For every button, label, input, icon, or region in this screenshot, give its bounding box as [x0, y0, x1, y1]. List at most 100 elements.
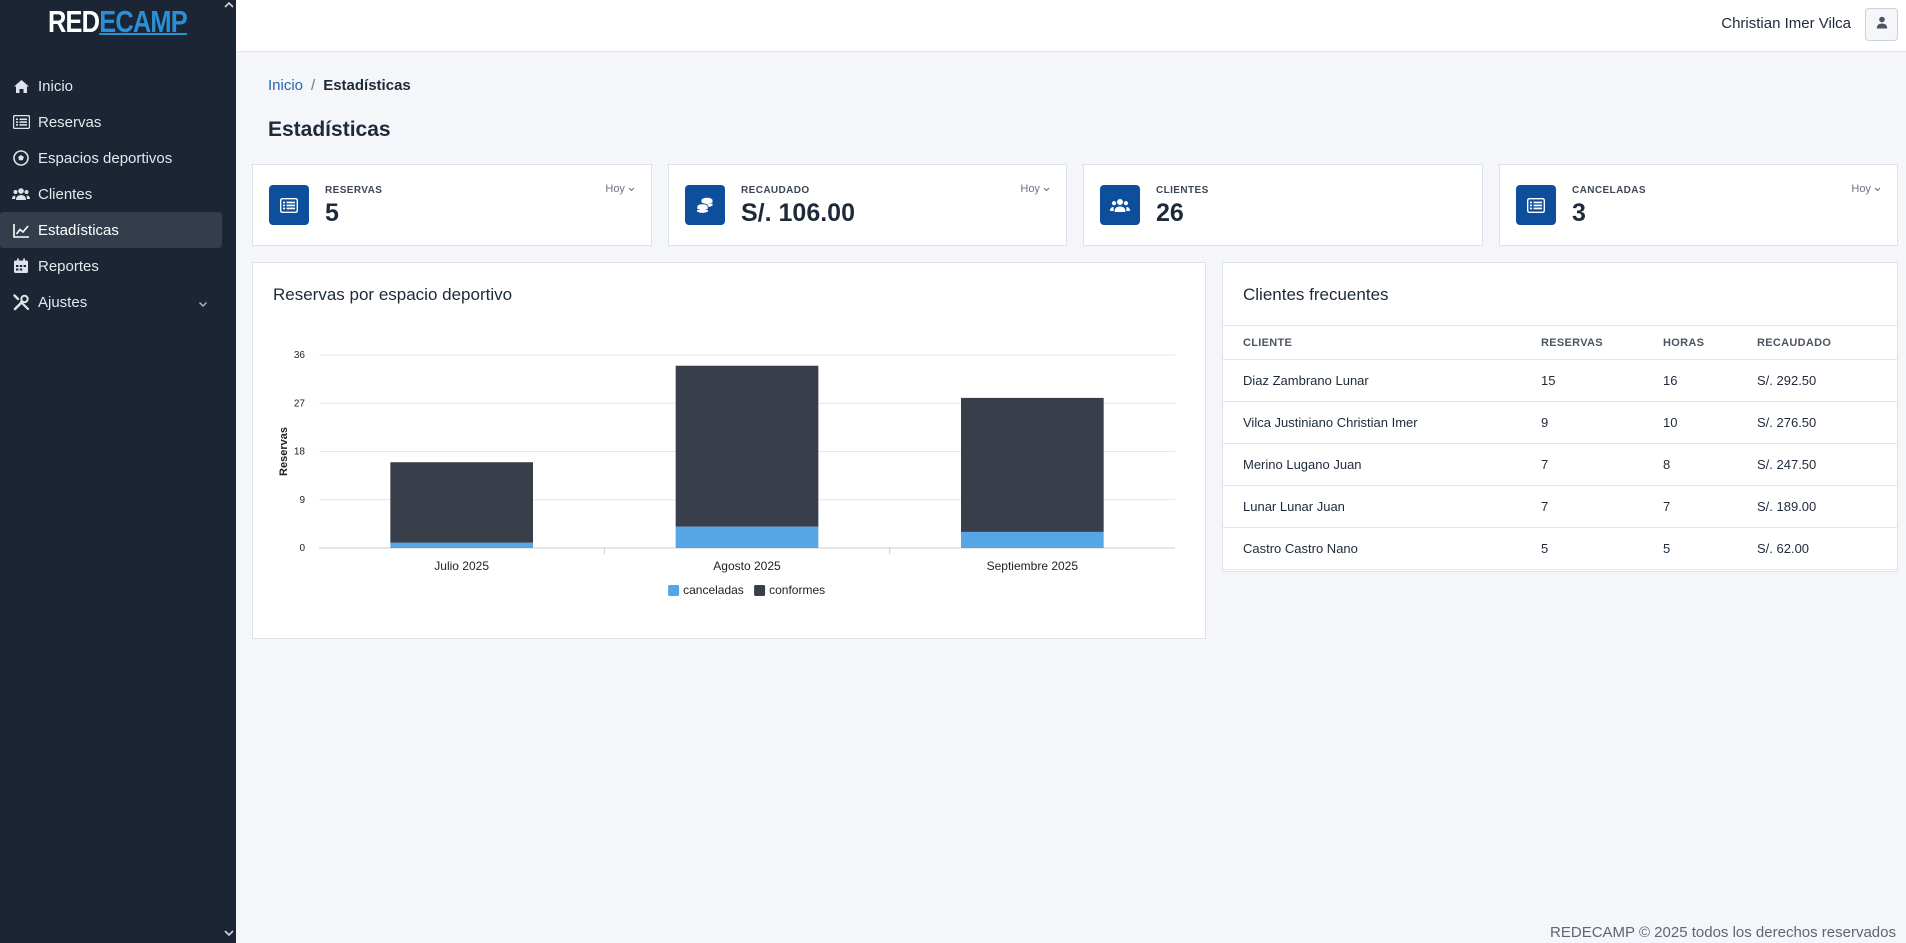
chart-panel-title: Reservas por espacio deportivo	[273, 285, 513, 304]
cell-reservas: 7	[1541, 485, 1663, 528]
stat-label: RECAUDADO	[741, 185, 810, 196]
cell-horas: 16	[1663, 359, 1757, 402]
stat-label: CANCELADAS	[1572, 185, 1646, 196]
stat-value: 26	[1156, 199, 1184, 227]
table-row[interactable]: Castro Castro Nano 5 5 S/. 62.00	[1223, 527, 1897, 570]
cell-cliente: Vilca Justiniano Christian Imer	[1223, 401, 1541, 444]
period-filter-dropdown[interactable]: Hoy	[605, 183, 635, 195]
table-row[interactable]: Merino Lugano Juan 7 8 S/. 247.50	[1223, 443, 1897, 486]
users-icon	[12, 185, 30, 203]
stat-label: RESERVAS	[325, 185, 383, 196]
period-filter-dropdown[interactable]: Hoy	[1020, 183, 1050, 195]
stat-label: CLIENTES	[1156, 185, 1209, 196]
cell-recaudado: S/. 189.00	[1757, 485, 1897, 528]
users-icon	[1100, 185, 1140, 225]
page-title: Estadísticas	[268, 118, 391, 141]
breadcrumb-separator: /	[311, 77, 316, 94]
legend-label-conformes: conformes	[769, 583, 825, 597]
footer-text: REDECAMP © 2025 todos los derechos reser…	[1550, 924, 1896, 941]
bar-canceladas	[961, 531, 1104, 548]
logo-part1: RED	[48, 4, 100, 39]
cell-recaudado: S/. 62.00	[1757, 527, 1897, 570]
x-tick-label: Septiembre 2025	[987, 559, 1079, 573]
legend-swatch-conformes	[754, 585, 766, 596]
sidebar-scroll-up-icon[interactable]	[224, 0, 234, 10]
chart-panel: Reservas por espacio deportivo 0 9 18 27 36 R…	[252, 262, 1206, 639]
cell-cliente: Castro Castro Nano	[1223, 527, 1541, 570]
calendar-icon	[12, 257, 30, 275]
cell-horas: 5	[1663, 527, 1757, 570]
stat-value: S/. 106.00	[741, 199, 855, 227]
sidebar: REDECAMP Inicio Reservas Espacios deport…	[0, 0, 236, 943]
y-axis-label: Reservas	[278, 427, 290, 476]
sidebar-nav: Inicio Reservas Espacios deportivos Clie…	[0, 68, 236, 320]
tools-icon	[12, 293, 30, 311]
cell-cliente: Merino Lugano Juan	[1223, 443, 1541, 486]
sidebar-item-reservas[interactable]: Reservas	[0, 104, 222, 140]
cell-horas: 10	[1663, 401, 1757, 444]
sidebar-item-label: Espacios deportivos	[38, 149, 173, 167]
sidebar-item-ajustes[interactable]: Ajustes	[0, 284, 222, 320]
column-header[interactable]: HORAS	[1663, 325, 1757, 360]
logo-part2: ECAMP	[99, 4, 188, 39]
list-icon	[1516, 185, 1556, 225]
cell-reservas: 7	[1541, 443, 1663, 486]
user-menu-button[interactable]	[1865, 8, 1898, 41]
table-row[interactable]: Lunar Lunar Juan 7 7 S/. 189.00	[1223, 485, 1897, 528]
sidebar-item-clientes[interactable]: Clientes	[0, 176, 222, 212]
cell-cliente: Diaz Zambrano Lunar	[1223, 359, 1541, 402]
sidebar-item-label: Inicio	[38, 77, 74, 95]
clients-panel: Clientes frecuentes CLIENTE RESERVAS HOR…	[1222, 262, 1898, 572]
bar-conformes	[961, 397, 1104, 532]
chevron-down-icon	[1043, 187, 1050, 192]
table-header-row: CLIENTE RESERVAS HORAS RECAUDADO	[1223, 325, 1897, 360]
cell-horas: 8	[1663, 443, 1757, 486]
chevron-down-icon	[628, 187, 635, 192]
clients-panel-title: Clientes frecuentes	[1243, 285, 1389, 304]
column-header[interactable]: RECAUDADO	[1757, 325, 1897, 360]
x-tick-label: Julio 2025	[434, 559, 489, 573]
y-tick-label: 9	[299, 495, 305, 506]
breadcrumb-home-link[interactable]: Inicio	[268, 77, 304, 94]
sidebar-item-estadisticas[interactable]: Estadísticas	[0, 212, 222, 248]
cell-recaudado: S/. 276.50	[1757, 401, 1897, 444]
cell-reservas: 15	[1541, 359, 1663, 402]
home-icon	[12, 77, 30, 95]
coins-icon	[685, 185, 725, 225]
chevron-down-icon[interactable]	[198, 295, 208, 312]
soccer-ball-icon	[12, 149, 30, 167]
sidebar-item-reportes[interactable]: Reportes	[0, 248, 222, 284]
stat-card-canceladas: CANCELADAS 3 Hoy	[1499, 164, 1898, 246]
stat-card-recaudado: RECAUDADO S/. 106.00 Hoy	[668, 164, 1067, 246]
sidebar-item-espacios-deportivos[interactable]: Espacios deportivos	[0, 140, 222, 176]
cell-reservas: 5	[1541, 527, 1663, 570]
clients-table: CLIENTE RESERVAS HORAS RECAUDADO Diaz Za…	[1223, 325, 1897, 570]
period-filter-dropdown[interactable]: Hoy	[1851, 183, 1881, 195]
user-icon	[1876, 16, 1888, 34]
y-tick-label: 27	[294, 398, 306, 409]
y-tick-label: 0	[299, 543, 305, 554]
sidebar-item-label: Clientes	[38, 185, 93, 203]
sidebar-scroll-down-icon[interactable]	[224, 928, 234, 940]
period-filter-label: Hoy	[1020, 183, 1040, 195]
user-name[interactable]: Christian Imer Vilca	[1721, 15, 1851, 32]
column-header[interactable]: CLIENTE	[1223, 325, 1541, 360]
sidebar-item-label: Ajustes	[38, 293, 88, 311]
table-row[interactable]: Diaz Zambrano Lunar 15 16 S/. 292.50	[1223, 359, 1897, 402]
app-logo[interactable]: REDECAMP	[48, 4, 188, 40]
legend-label-canceladas: canceladas	[683, 583, 744, 597]
sidebar-item-inicio[interactable]: Inicio	[0, 68, 222, 104]
cell-recaudado: S/. 292.50	[1757, 359, 1897, 402]
period-filter-label: Hoy	[605, 183, 625, 195]
sidebar-item-label: Reservas	[38, 113, 102, 131]
stat-card-reservas: RESERVAS 5 Hoy	[252, 164, 652, 246]
bar-canceladas	[390, 542, 533, 548]
cell-reservas: 9	[1541, 401, 1663, 444]
stat-value: 5	[325, 199, 339, 227]
column-header[interactable]: RESERVAS	[1541, 325, 1663, 360]
sidebar-item-label: Reportes	[38, 257, 99, 275]
legend-swatch-canceladas	[668, 585, 680, 596]
bar-conformes	[675, 365, 819, 527]
table-row[interactable]: Vilca Justiniano Christian Imer 9 10 S/.…	[1223, 401, 1897, 444]
cell-cliente: Lunar Lunar Juan	[1223, 485, 1541, 528]
